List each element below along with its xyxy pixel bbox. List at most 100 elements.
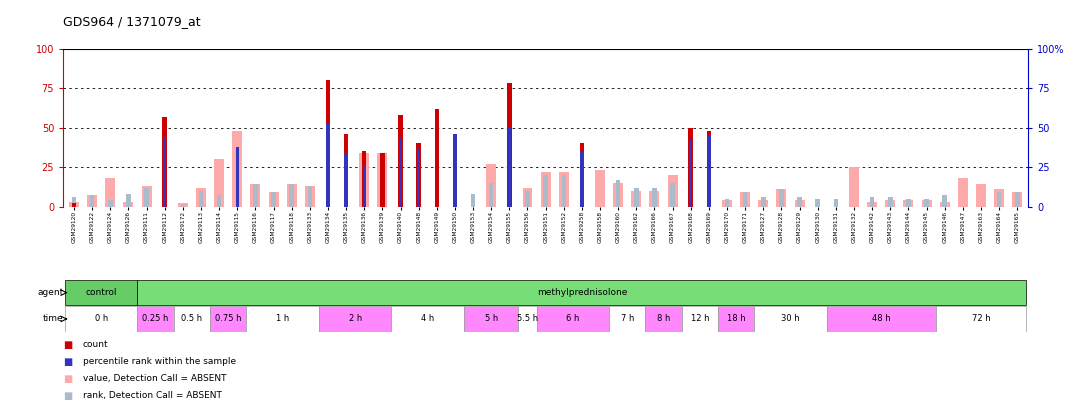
Bar [286, 184, 297, 207]
Text: ■: ■ [63, 340, 73, 350]
Bar [616, 180, 620, 207]
Bar [614, 183, 623, 207]
Bar [794, 200, 805, 207]
Bar [362, 166, 366, 207]
Bar [543, 175, 548, 207]
Text: 48 h: 48 h [871, 314, 891, 324]
Bar [518, 306, 536, 332]
Bar [162, 117, 166, 207]
Text: 18 h: 18 h [727, 314, 745, 324]
Bar [925, 199, 929, 207]
Bar [994, 189, 1004, 207]
Bar [670, 183, 675, 207]
Bar [888, 197, 892, 207]
Bar [886, 200, 895, 207]
Bar [1012, 192, 1023, 207]
Text: 0 h: 0 h [95, 314, 108, 324]
Text: 30 h: 30 h [781, 314, 800, 324]
Bar [707, 136, 710, 207]
Bar [417, 143, 421, 207]
Bar [645, 306, 682, 332]
Bar [254, 184, 258, 207]
Bar [942, 196, 947, 207]
Text: 2 h: 2 h [348, 314, 362, 324]
Bar [957, 178, 968, 207]
Bar [689, 140, 692, 207]
Bar [867, 202, 877, 207]
Bar [580, 143, 584, 207]
Bar [269, 192, 279, 207]
Bar [236, 147, 239, 207]
Bar [833, 199, 838, 207]
Bar [362, 151, 367, 207]
Bar [559, 172, 569, 207]
Bar [761, 197, 766, 207]
Bar [740, 192, 750, 207]
Text: ■: ■ [63, 374, 73, 384]
Bar [319, 306, 392, 332]
Bar [486, 164, 496, 207]
Bar [827, 306, 936, 332]
Bar [754, 306, 827, 332]
Bar [668, 175, 678, 207]
Text: ■: ■ [63, 391, 73, 401]
Bar [210, 306, 246, 332]
Text: time: time [42, 314, 63, 324]
Bar [903, 200, 914, 207]
Bar [181, 205, 185, 207]
Bar [378, 153, 387, 207]
Bar [271, 192, 275, 207]
Bar [471, 194, 475, 207]
Bar [650, 191, 659, 207]
Bar [849, 167, 860, 207]
Bar [798, 197, 802, 207]
Bar [595, 170, 605, 207]
Text: ■: ■ [63, 357, 73, 367]
Bar [522, 188, 532, 207]
Bar [246, 306, 319, 332]
Bar [108, 200, 112, 207]
Bar [777, 189, 787, 207]
Bar [250, 184, 260, 207]
Text: 5.5 h: 5.5 h [517, 314, 539, 324]
Bar [816, 199, 820, 207]
Text: GDS964 / 1371079_at: GDS964 / 1371079_at [63, 15, 200, 28]
Bar [145, 188, 149, 207]
Bar [743, 192, 747, 207]
Bar [631, 191, 641, 207]
Text: 8 h: 8 h [657, 314, 670, 324]
Bar [72, 203, 76, 207]
Bar [344, 134, 348, 207]
Bar [725, 199, 729, 207]
Text: rank, Detection Call = ABSENT: rank, Detection Call = ABSENT [83, 391, 222, 400]
Bar [536, 306, 609, 332]
Bar [434, 109, 440, 207]
Bar [870, 197, 875, 207]
Bar [508, 128, 511, 207]
Bar [308, 186, 312, 207]
Bar [399, 137, 403, 207]
Text: 0.5 h: 0.5 h [182, 314, 202, 324]
Bar [137, 306, 174, 332]
Bar [682, 306, 718, 332]
Bar [463, 306, 518, 332]
Bar [325, 80, 331, 207]
Bar [359, 153, 369, 207]
Bar [123, 202, 134, 207]
Bar [489, 183, 494, 207]
Text: percentile rank within the sample: percentile rank within the sample [83, 357, 236, 366]
Bar [289, 184, 294, 207]
Bar [454, 134, 457, 207]
Bar [326, 124, 330, 207]
Bar [305, 186, 314, 207]
Text: methylprednisolone: methylprednisolone [536, 288, 627, 297]
Bar [976, 184, 986, 207]
Text: 0.75 h: 0.75 h [215, 314, 242, 324]
Bar [634, 188, 639, 207]
Text: agent: agent [37, 288, 63, 297]
Text: value, Detection Call = ABSENT: value, Detection Call = ABSENT [83, 374, 226, 383]
Bar [936, 306, 1026, 332]
Bar [561, 175, 566, 207]
Bar [706, 131, 712, 207]
Bar [177, 203, 188, 207]
